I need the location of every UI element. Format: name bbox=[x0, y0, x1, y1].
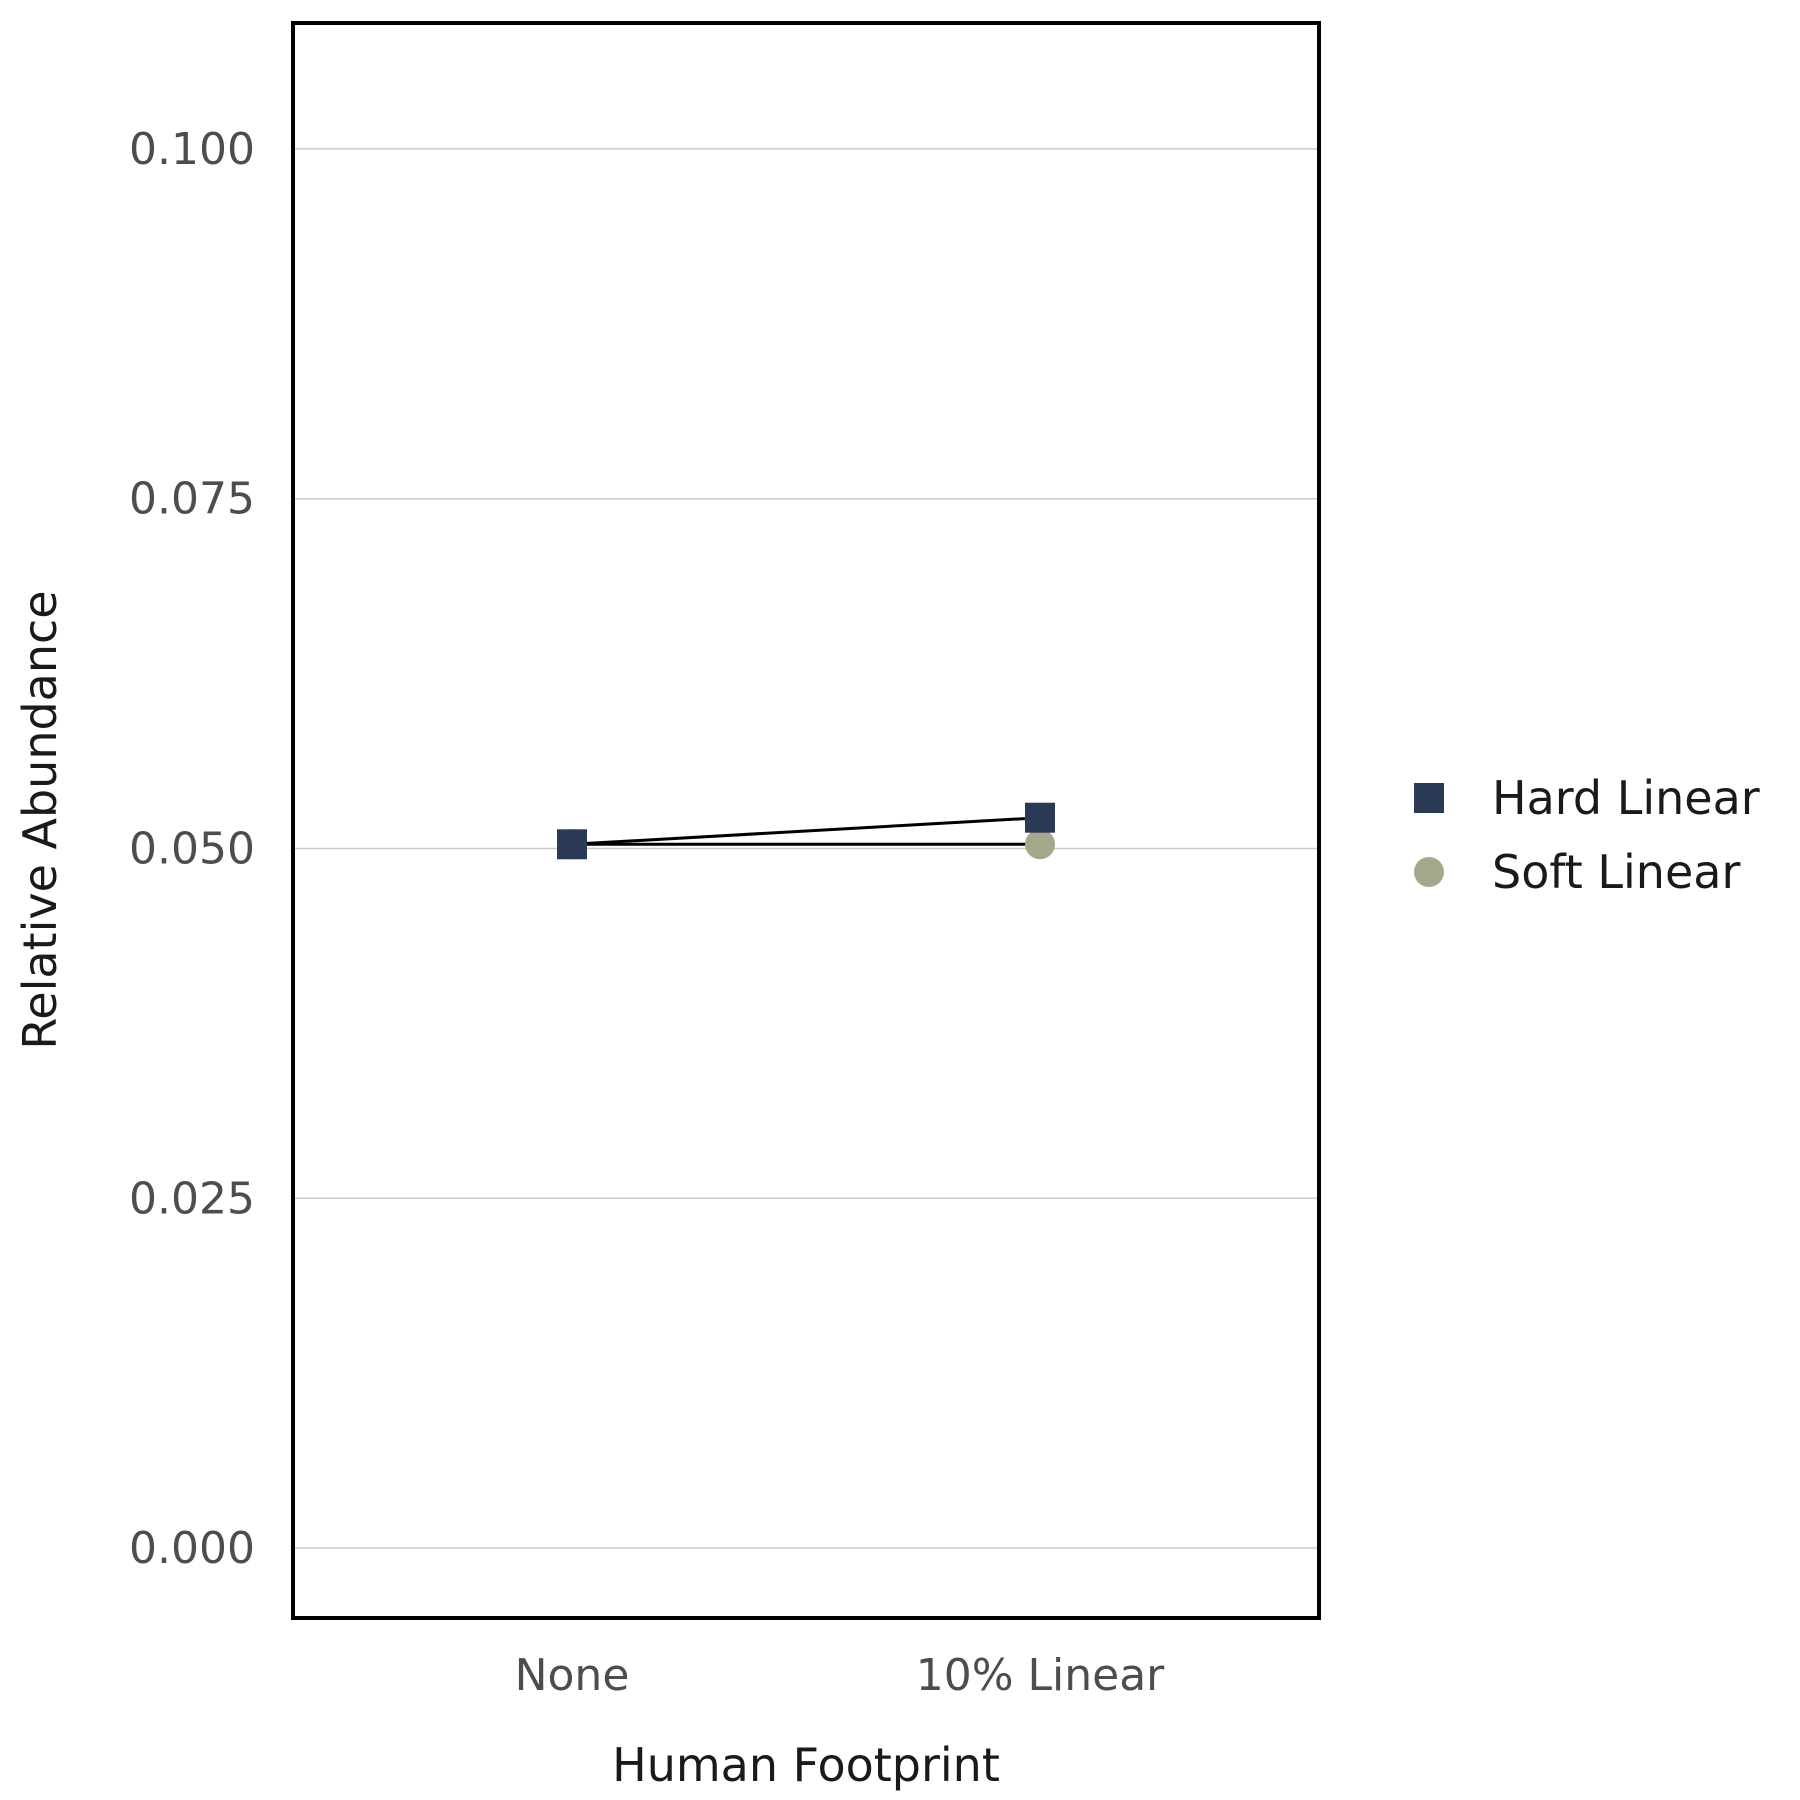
y-tick-label: 0.000 bbox=[129, 1523, 255, 1574]
x-axis-ticks: None 10% Linear bbox=[515, 1650, 1166, 1701]
legend: Hard Linear Soft Linear bbox=[1414, 771, 1760, 899]
legend-marker-soft-linear bbox=[1414, 857, 1444, 887]
legend-label: Soft Linear bbox=[1492, 845, 1740, 899]
data-point-hard-linear bbox=[1025, 802, 1055, 833]
legend-label: Hard Linear bbox=[1492, 771, 1760, 825]
data-points bbox=[557, 802, 1055, 860]
plot-panel-border bbox=[291, 21, 1321, 1620]
y-tick-label: 0.100 bbox=[129, 124, 255, 175]
y-tick-label: 0.075 bbox=[129, 474, 255, 525]
y-tick-label: 0.050 bbox=[129, 823, 255, 874]
gridlines bbox=[293, 148, 1319, 1549]
y-axis-title: Relative Abundance bbox=[13, 590, 67, 1049]
y-axis-ticks: 0.000 0.025 0.050 0.075 0.100 bbox=[129, 124, 255, 1574]
x-tick-label: 10% Linear bbox=[916, 1650, 1165, 1701]
x-axis-title: Human Footprint bbox=[612, 1738, 1000, 1792]
data-point-soft-linear bbox=[1025, 829, 1055, 860]
series-lines bbox=[571, 816, 1041, 846]
series-line-hard-linear bbox=[571, 816, 1041, 846]
x-tick-label: None bbox=[515, 1650, 630, 1701]
legend-marker-hard-linear bbox=[1414, 783, 1444, 813]
y-tick-label: 0.025 bbox=[129, 1173, 255, 1224]
data-point-hard-linear bbox=[557, 829, 587, 860]
